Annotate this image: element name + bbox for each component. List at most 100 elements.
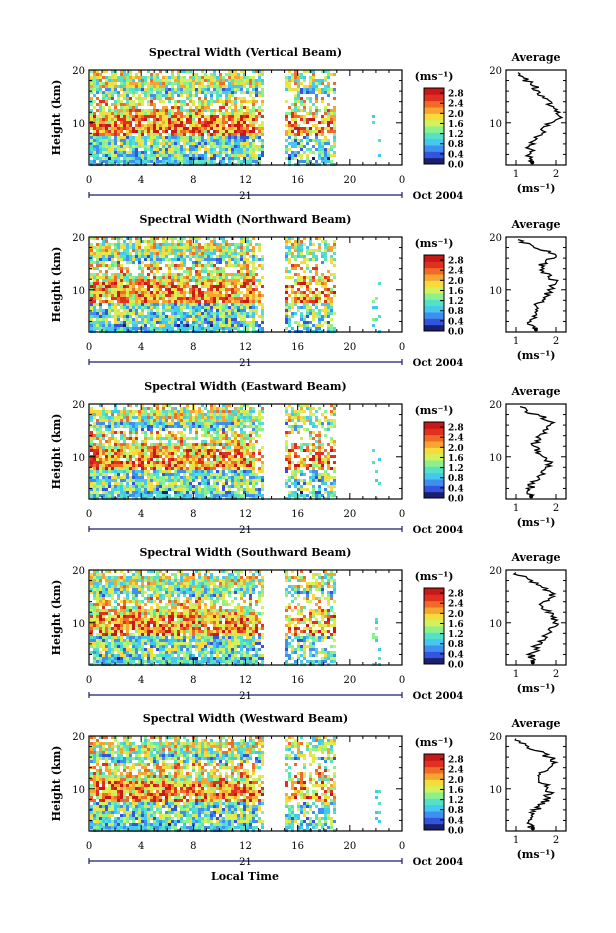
heatmap-cell: [294, 118, 297, 121]
heatmap-cell: [195, 291, 198, 294]
heatmap-cell: [204, 139, 207, 142]
heatmap-cell: [147, 103, 150, 106]
heatmap-cell: [219, 282, 222, 285]
heatmap-cell: [141, 425, 144, 428]
heatmap-cell: [108, 130, 111, 133]
heatmap-cell: [294, 428, 297, 431]
heatmap-cell: [156, 416, 159, 419]
heatmap-cell: [168, 136, 171, 139]
heatmap-cell: [237, 154, 240, 157]
heatmap-cell: [195, 145, 198, 148]
heatmap-cell: [96, 422, 99, 425]
x-tick-label: 8: [190, 342, 196, 353]
heatmap-cell: [297, 264, 300, 267]
heatmap-cell: [246, 88, 249, 91]
heatmap-cell: [216, 285, 219, 288]
heatmap-cell: [123, 306, 126, 309]
heatmap-cell: [285, 285, 288, 288]
heatmap-cell: [135, 291, 138, 294]
heatmap-cell: [294, 291, 297, 294]
heatmap-cell: [192, 306, 195, 309]
heatmap-cell: [168, 288, 171, 291]
heatmap-cell: [132, 288, 135, 291]
heatmap-cell: [231, 243, 234, 246]
heatmap-cell: [258, 130, 261, 133]
heatmap-cell: [213, 419, 216, 422]
heatmap-cell: [144, 136, 147, 139]
heatmap-cell: [168, 294, 171, 297]
heatmap-cell: [171, 148, 174, 151]
heatmap-cell: [93, 157, 96, 160]
heatmap-cell: [144, 321, 147, 324]
heatmap-cell: [294, 422, 297, 425]
heatmap-cell: [321, 121, 324, 124]
heatmap-cell: [231, 82, 234, 85]
heatmap-cell: [93, 309, 96, 312]
heatmap-cell: [234, 276, 237, 279]
heatmap-cell: [225, 318, 228, 321]
heatmap-cell: [162, 252, 165, 255]
heatmap-cell: [312, 252, 315, 255]
heatmap-cell: [111, 425, 114, 428]
heatmap-cells: [90, 70, 381, 166]
heatmap-cell: [231, 422, 234, 425]
heatmap-cell: [162, 291, 165, 294]
heatmap-cell: [123, 273, 126, 276]
heatmap-cell: [159, 109, 162, 112]
heatmap-cell: [177, 118, 180, 121]
heatmap-cell: [114, 249, 117, 252]
heatmap-cell: [192, 100, 195, 103]
heatmap-cell: [114, 121, 117, 124]
heatmap-cell: [114, 261, 117, 264]
heatmap-cell: [219, 306, 222, 309]
heatmap-cell: [183, 127, 186, 130]
heatmap-cell: [138, 288, 141, 291]
heatmap-cell: [330, 419, 333, 422]
heatmap-cell: [195, 91, 198, 94]
heatmap-cell: [378, 315, 381, 318]
heatmap-cell: [297, 306, 300, 309]
heatmap-cell: [174, 139, 177, 142]
heatmap-cell: [108, 443, 111, 446]
heatmap-cell: [324, 279, 327, 282]
colorbar-segment: [424, 306, 444, 313]
y-tick-label: 20: [72, 233, 85, 244]
heatmap-cell: [315, 297, 318, 300]
heatmap-cell: [186, 303, 189, 306]
heatmap-cell: [150, 312, 153, 315]
colorbar-segment: [424, 274, 444, 281]
heatmap-cell: [177, 73, 180, 76]
heatmap-cell: [312, 145, 315, 148]
heatmap-cell: [222, 443, 225, 446]
heatmap-cell: [255, 416, 258, 419]
heatmap-cell: [252, 449, 255, 452]
heatmap-cell: [219, 443, 222, 446]
heatmap-cell: [117, 312, 120, 315]
heatmap-cell: [312, 258, 315, 261]
heatmap-cell: [225, 115, 228, 118]
heatmap-cell: [195, 273, 198, 276]
heatmap-cell: [168, 249, 171, 252]
heatmap-cell: [255, 258, 258, 261]
heatmap-cell: [243, 294, 246, 297]
heatmap-cell: [237, 127, 240, 130]
heatmap-cell: [189, 443, 192, 446]
heatmap-cell: [180, 440, 183, 443]
heatmap-cell: [147, 82, 150, 85]
heatmap-cell: [165, 437, 168, 440]
heatmap-cell: [330, 255, 333, 258]
heatmap-cell: [237, 410, 240, 413]
heatmap-cell: [168, 324, 171, 327]
heatmap-cell: [99, 306, 102, 309]
heatmap-cell: [141, 431, 144, 434]
heatmap-cell: [114, 321, 117, 324]
heatmap-cell: [249, 255, 252, 258]
heatmap-cell: [240, 407, 243, 410]
heatmap-cell: [114, 288, 117, 291]
heatmap-cell: [288, 157, 291, 160]
heatmap-cell: [315, 282, 318, 285]
heatmap-cell: [105, 94, 108, 97]
heatmap-cell: [291, 142, 294, 145]
heatmap-cell: [144, 440, 147, 443]
heatmap-cell: [285, 410, 288, 413]
